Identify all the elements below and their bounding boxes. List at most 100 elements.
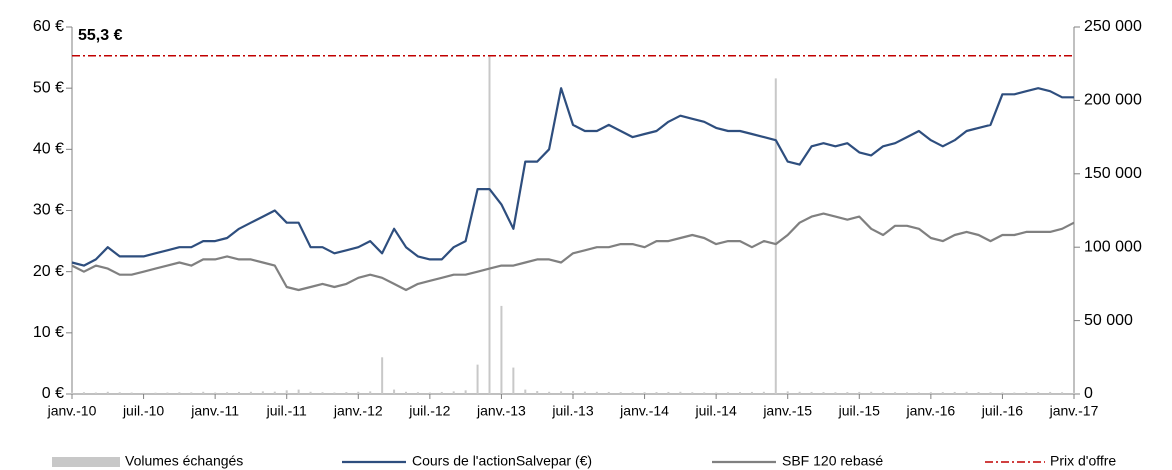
volume-bar <box>1013 392 1016 394</box>
volume-bar <box>202 391 205 394</box>
y-tick-label: 10 € <box>33 324 64 341</box>
volume-bar <box>607 391 610 394</box>
volume-bar <box>631 392 634 394</box>
volume-bar <box>428 392 431 394</box>
x-tick-label: juil.-15 <box>838 403 880 419</box>
x-tick-label: juil.-16 <box>981 403 1023 419</box>
volume-bar <box>667 391 670 394</box>
volume-bar <box>130 392 133 394</box>
volume-bar <box>309 391 312 394</box>
volume-bar <box>929 392 932 394</box>
legend-label: Volumes échangés <box>125 453 243 469</box>
volume-bar <box>226 392 229 394</box>
volume-bar <box>786 391 789 394</box>
volume-bar <box>154 392 157 394</box>
volume-bar <box>1001 392 1004 394</box>
volume-bar <box>595 391 598 394</box>
volume-bar <box>416 392 419 394</box>
y2-tick-label: 50 000 <box>1084 312 1133 329</box>
x-tick-label: janv.-12 <box>333 403 383 419</box>
volume-bar <box>727 392 730 394</box>
series-line <box>71 87 1074 267</box>
volume-bar <box>369 391 372 394</box>
volume-bar <box>1049 391 1052 394</box>
x-tick-label: janv.-10 <box>47 403 97 419</box>
volume-bar <box>858 391 861 394</box>
y2-tick-label: 250 000 <box>1084 18 1142 35</box>
x-tick-label: janv.-16 <box>905 403 955 419</box>
volume-bar <box>393 389 396 394</box>
volume-bar <box>679 391 682 394</box>
volume-bar <box>476 364 479 394</box>
y2-tick-label: 150 000 <box>1084 165 1142 182</box>
volume-bar <box>118 392 121 394</box>
volume-bar <box>536 391 539 394</box>
volume-bar <box>345 392 348 394</box>
volume-bar <box>214 392 217 394</box>
x-tick-label: juil.-14 <box>695 403 737 419</box>
volume-bar <box>94 392 97 394</box>
volume-bar <box>965 391 968 394</box>
volume-bar <box>452 391 455 394</box>
volume-bar <box>464 390 467 394</box>
volume-bar <box>750 391 753 394</box>
volume-bar <box>906 392 908 394</box>
legend-label: SBF 120 rebasé <box>782 453 883 469</box>
volume-bar <box>500 305 503 394</box>
volume-bar <box>321 392 324 394</box>
volume-bar <box>822 392 825 394</box>
y-tick-label: 40 € <box>33 141 64 158</box>
volume-bar <box>71 391 73 394</box>
volume-bar <box>106 391 109 394</box>
volume-bar <box>583 391 586 394</box>
volume-bar <box>297 389 300 394</box>
y-tick-label: 60 € <box>33 18 64 35</box>
volume-bar <box>1025 392 1028 394</box>
volume-bar <box>834 392 837 394</box>
volume-bar <box>333 392 336 394</box>
series-line <box>71 212 1075 292</box>
volume-bar <box>691 392 694 394</box>
volume-bar <box>261 391 264 394</box>
volume-bar <box>798 391 801 394</box>
x-tick-label: juil.-13 <box>551 403 593 419</box>
legend-swatch <box>52 457 120 467</box>
volume-bar <box>739 392 741 394</box>
volume-bar <box>762 391 765 394</box>
volume-bar <box>870 391 873 394</box>
x-tick-label: juil.-11 <box>266 403 307 419</box>
y2-tick-label: 100 000 <box>1084 238 1142 255</box>
volume-bar <box>774 78 777 394</box>
x-tick-label: janv.-13 <box>476 403 526 419</box>
volume-bar <box>703 392 706 394</box>
volume-bar <box>917 392 920 394</box>
volume-bar <box>894 392 897 394</box>
x-tick-label: juil.-10 <box>122 403 164 419</box>
offer-label: 55,3 € <box>78 27 123 44</box>
y-tick-label: 20 € <box>33 263 64 280</box>
volume-bar <box>178 392 181 394</box>
x-tick-label: janv.-14 <box>619 403 669 419</box>
x-tick-label: janv.-15 <box>762 403 812 419</box>
volume-bar <box>655 392 658 394</box>
volume-bar <box>512 367 515 394</box>
volume-bar <box>548 391 551 394</box>
volume-bar <box>238 391 240 394</box>
y-tick-label: 30 € <box>33 202 64 219</box>
volume-bar <box>1037 392 1040 394</box>
y2-tick-label: 200 000 <box>1084 92 1142 109</box>
volume-bar <box>560 391 563 394</box>
y-tick-label: 0 € <box>42 385 64 402</box>
x-tick-label: janv.-11 <box>190 403 239 419</box>
legend-label: Cours de l'actionSalvepar (€) <box>412 453 592 469</box>
volume-bar <box>572 391 574 394</box>
volume-bar <box>715 392 718 394</box>
volume-bar <box>1061 392 1064 394</box>
volume-bar <box>273 391 276 394</box>
volume-bar <box>440 391 443 394</box>
volume-bar <box>953 391 956 394</box>
volume-bar <box>488 56 491 395</box>
volume-bar <box>381 357 384 394</box>
volume-bar <box>285 390 288 394</box>
